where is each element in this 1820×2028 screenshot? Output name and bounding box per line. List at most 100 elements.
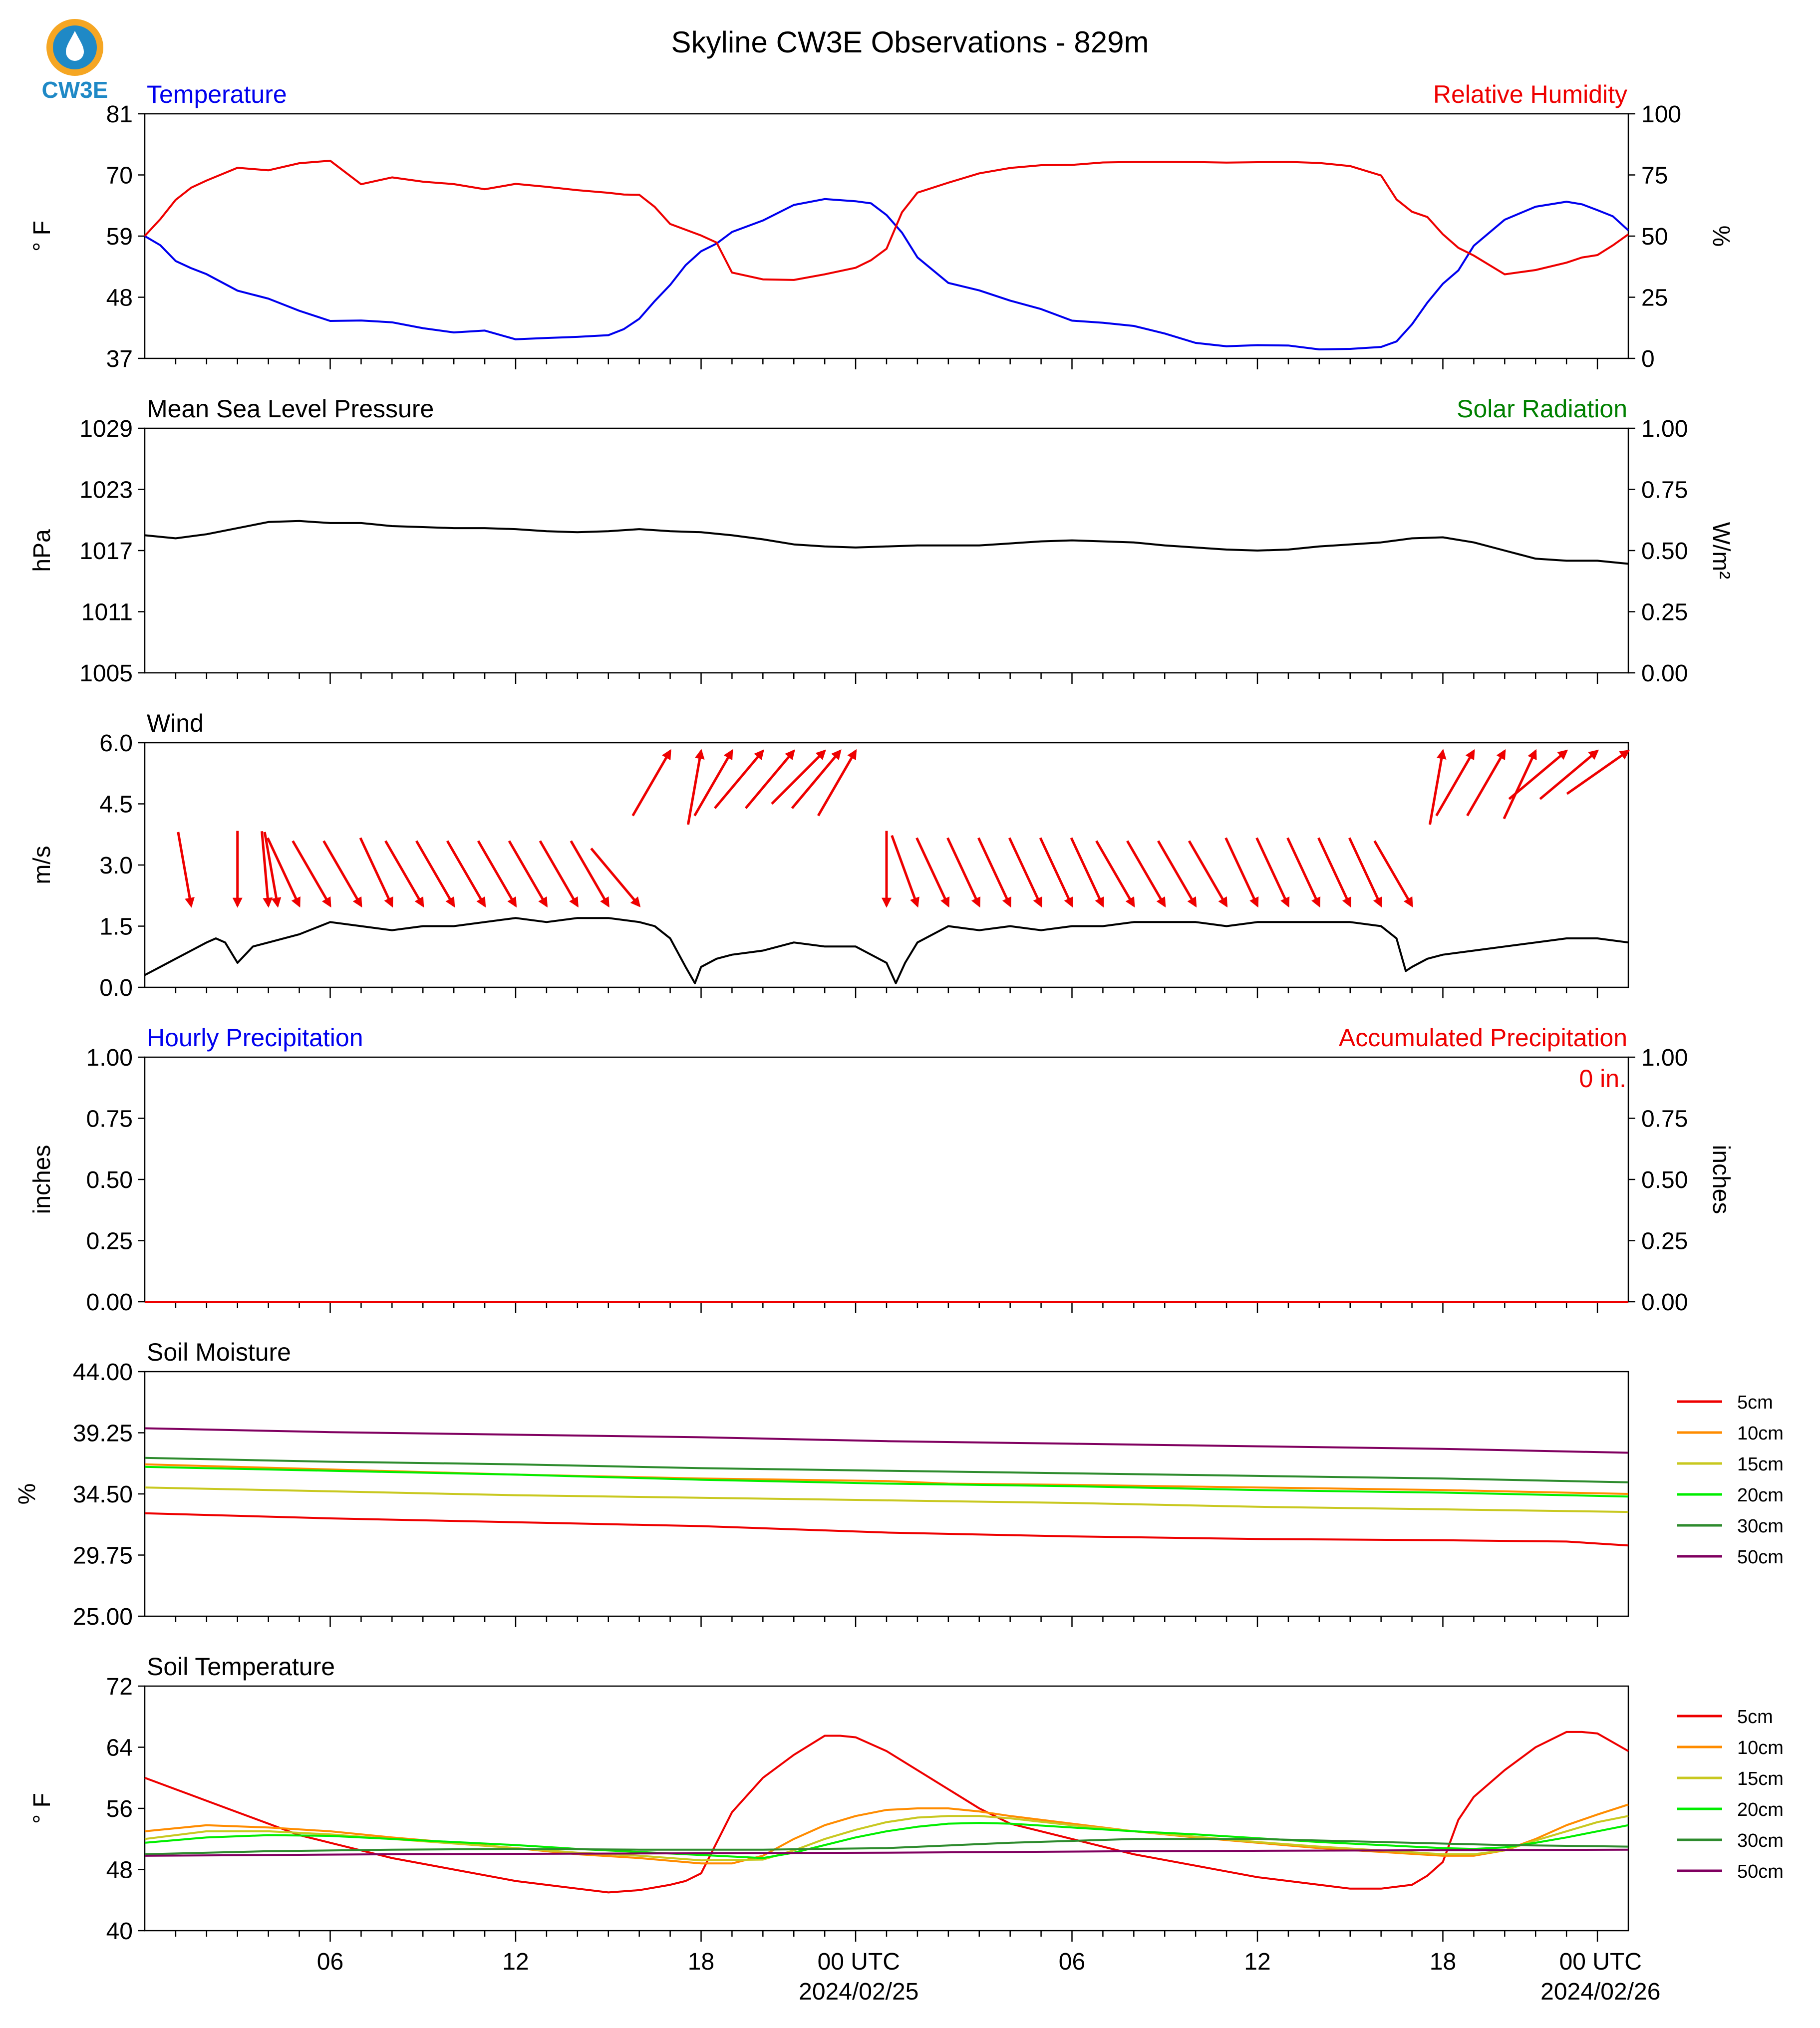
y-tick-label-left: 56	[106, 1796, 133, 1822]
legend-label-10cm: 10cm	[1737, 1738, 1784, 1758]
y-tick-label-left: 0.50	[86, 1167, 133, 1193]
wind-arrow	[415, 840, 455, 908]
y-axis-label-left: m/s	[29, 846, 55, 884]
y-tick-label-left: 4.5	[99, 792, 133, 818]
y-axis-label-right: %	[1708, 226, 1734, 247]
panel-title-left: Soil Moisture	[147, 1338, 291, 1366]
wind-arrow	[946, 837, 981, 908]
series-line-wind	[144, 917, 1629, 984]
wind-arrow	[1317, 837, 1352, 908]
plot-frame	[144, 1056, 1629, 1303]
wind-arrow	[1157, 840, 1197, 908]
wind-arrow	[177, 832, 195, 908]
y-tick-label-left: 81	[106, 101, 133, 128]
x-tick-label: 00 UTC	[818, 1949, 900, 1975]
panel-title-right: Accumulated Precipitation	[1339, 1024, 1627, 1052]
y-tick-label-left: 1.5	[99, 914, 133, 940]
wind-arrow	[322, 840, 362, 908]
x-tick-label: 00 UTC	[1559, 1949, 1642, 1975]
wind-arrow	[508, 840, 548, 908]
panel-title-right: Relative Humidity	[1433, 80, 1627, 108]
wind-arrow	[915, 837, 950, 908]
series-line-30cm	[144, 1838, 1629, 1855]
y-tick-label-left: 40	[106, 1918, 133, 1945]
y-tick-label-right: 0.75	[1641, 1106, 1688, 1133]
wind-arrow	[693, 749, 733, 817]
wind-arrow	[266, 837, 301, 908]
wind-arrow	[590, 848, 641, 907]
y-axis-label-right: W/m²	[1708, 522, 1734, 579]
panel-title-left: Temperature	[147, 80, 287, 108]
wind-arrow	[1348, 837, 1382, 908]
wind-arrow	[263, 832, 282, 908]
x-tick-date-label: 2024/02/26	[1540, 1979, 1660, 2005]
y-axis-label-left: inches	[29, 1145, 55, 1214]
y-tick-label-left: 0.75	[86, 1106, 133, 1133]
wind-arrow	[1255, 837, 1290, 908]
figure-title: Skyline CW3E Observations - 829m	[671, 25, 1149, 59]
y-tick-label-left: 64	[106, 1735, 133, 1761]
accumulated-value: 0 in.	[1579, 1065, 1626, 1093]
y-tick-label-right: 0.00	[1641, 1289, 1688, 1316]
wind-arrow	[539, 840, 579, 908]
series-line-30cm	[144, 1456, 1629, 1483]
y-tick-label-left: 1017	[79, 538, 133, 565]
wind-arrow	[1188, 840, 1228, 908]
panel-title-right: Solar Radiation	[1457, 395, 1627, 423]
y-tick-label-left: 39.25	[73, 1421, 133, 1447]
wind-arrow	[686, 749, 705, 825]
y-tick-label-right: 100	[1641, 101, 1681, 128]
y-tick-label-left: 1029	[79, 416, 133, 442]
series-line-50cm	[144, 1848, 1629, 1857]
plot-frame	[144, 1685, 1629, 1932]
wind-arrow	[1008, 837, 1042, 908]
y-tick-label-right: 0.50	[1641, 1167, 1688, 1193]
y-tick-label-right: 0.50	[1641, 538, 1688, 565]
wind-arrow	[1539, 749, 1599, 800]
wind-arrow	[1095, 840, 1135, 908]
y-tick-label-left: 0.0	[99, 975, 133, 1001]
wind-arrow	[446, 840, 486, 908]
wind-arrow	[477, 840, 517, 908]
y-axis-label-left: %	[14, 1483, 40, 1505]
y-tick-label-right: 0.00	[1641, 660, 1688, 687]
panel-precipitation: Hourly Precipitation Accumulated Precipit…	[29, 1024, 1734, 1316]
series-line-20cm	[144, 1822, 1629, 1859]
y-axis-label-right: inches	[1708, 1145, 1734, 1214]
wind-arrow	[977, 837, 1011, 908]
wind-arrow	[817, 749, 857, 817]
y-tick-label-left: 1005	[79, 660, 133, 687]
y-tick-label-left: 37	[106, 346, 133, 372]
series-line-20cm	[144, 1465, 1629, 1498]
y-tick-label-right: 50	[1641, 224, 1668, 250]
x-tick-label: 12	[502, 1949, 529, 1975]
legend-label-20cm: 20cm	[1737, 1485, 1784, 1506]
legend-label-20cm: 20cm	[1737, 1799, 1784, 1820]
y-tick-label-left: 0.00	[86, 1289, 133, 1316]
wind-arrow	[1373, 840, 1413, 908]
wind-arrow	[1466, 749, 1506, 817]
y-axis-label-left: ° F	[29, 1793, 55, 1824]
y-tick-label-left: 29.75	[73, 1543, 133, 1569]
legend-label-15cm: 15cm	[1737, 1768, 1784, 1789]
x-tick-date-label: 2024/02/25	[799, 1979, 918, 2005]
y-tick-label-right: 0	[1641, 346, 1655, 372]
legend-label-15cm: 15cm	[1737, 1454, 1784, 1475]
legend-label-50cm: 50cm	[1737, 1547, 1784, 1568]
wind-arrow	[714, 749, 764, 809]
wind-arrow	[1126, 840, 1166, 908]
wind-arrow	[1224, 837, 1259, 908]
y-tick-label-left: 1.00	[86, 1045, 133, 1071]
wind-arrow	[744, 749, 795, 809]
y-tick-label-right: 75	[1641, 163, 1668, 189]
wind-arrow	[771, 749, 826, 805]
panel-title-left: Wind	[147, 709, 204, 737]
series-line-15cm	[144, 1486, 1629, 1513]
panel-temperature_humidity: Temperature Relative Humidity 37 48 59 70 81 0 2…	[29, 80, 1734, 372]
y-tick-label-left: 6.0	[99, 730, 133, 757]
wind-arrow	[1435, 749, 1475, 817]
panel-title-left: Soil Temperature	[147, 1653, 335, 1681]
x-tick-label: 12	[1244, 1949, 1270, 1975]
series-line-temperature	[144, 198, 1629, 350]
